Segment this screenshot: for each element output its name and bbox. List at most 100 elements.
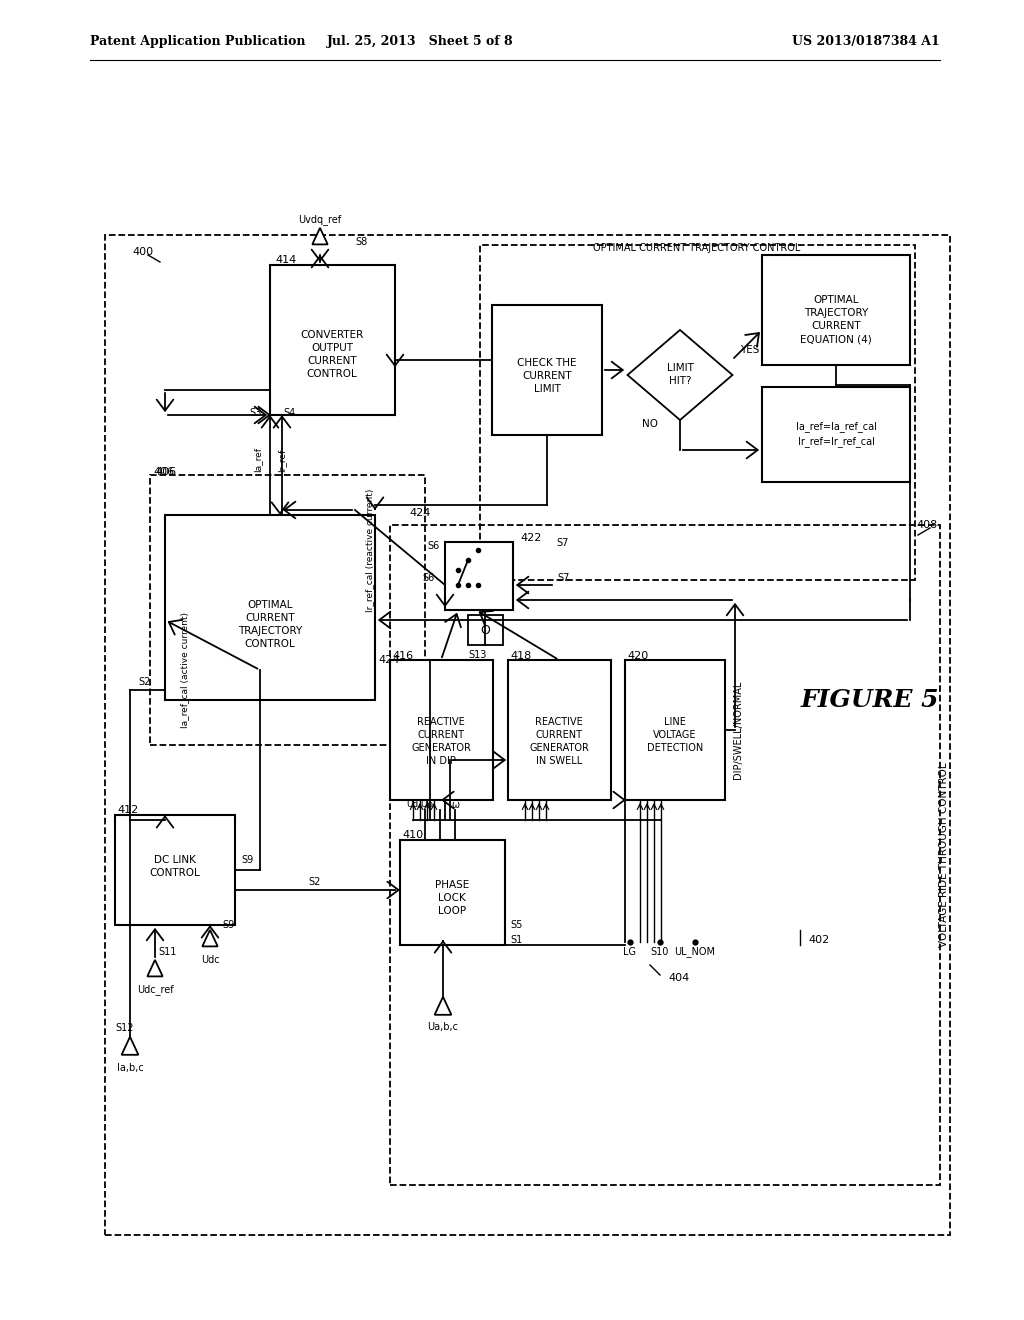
Bar [400, 840, 505, 945]
Text: Ia,b,c: Ia,b,c [117, 1063, 143, 1073]
Text: 406: 406 [155, 467, 176, 477]
Text: 418: 418 [510, 651, 531, 661]
Text: 408: 408 [916, 520, 938, 531]
Text: DIP/SWELL/NORMAL: DIP/SWELL/NORMAL [733, 681, 743, 779]
Text: PHASE: PHASE [435, 880, 469, 890]
Text: 424: 424 [410, 508, 431, 517]
Text: GENERATOR: GENERATOR [411, 743, 471, 752]
Text: VOLTAGE RIDE THROUGH CONTROL: VOLTAGE RIDE THROUGH CONTROL [939, 763, 949, 948]
Text: 410: 410 [402, 830, 423, 840]
Text: CONTROL: CONTROL [150, 869, 201, 878]
Text: S13: S13 [468, 649, 486, 660]
Text: S6: S6 [423, 573, 435, 583]
Text: S12: S12 [115, 1023, 133, 1034]
Text: TRAJECTORY: TRAJECTORY [238, 626, 302, 636]
Text: IN DIP: IN DIP [426, 756, 456, 766]
Text: S4: S4 [283, 408, 295, 418]
Text: LOOP: LOOP [438, 906, 466, 916]
Bar [625, 660, 725, 800]
Text: NO: NO [642, 418, 658, 429]
Bar [270, 265, 395, 414]
Text: FIGURE 5: FIGURE 5 [801, 688, 939, 711]
Text: Ia_ref_cal (active current): Ia_ref_cal (active current) [180, 612, 189, 729]
Bar [468, 615, 503, 645]
Text: DETECTION: DETECTION [647, 743, 703, 752]
Text: Jul. 25, 2013   Sheet 5 of 8: Jul. 25, 2013 Sheet 5 of 8 [327, 36, 513, 49]
Bar [105, 235, 950, 1236]
Text: LIMIT: LIMIT [667, 363, 693, 374]
Text: EQUATION (4): EQUATION (4) [800, 334, 871, 345]
Text: Patent Application Publication: Patent Application Publication [90, 36, 305, 49]
Text: OPTIMAL: OPTIMAL [247, 601, 293, 610]
Text: Udc_ref: Udc_ref [136, 985, 173, 995]
Text: GENERATOR: GENERATOR [529, 743, 589, 752]
Text: IN SWELL: IN SWELL [536, 756, 582, 766]
Text: Ua,b,c: Ua,b,c [427, 1022, 459, 1032]
Text: S2: S2 [139, 677, 152, 686]
Text: CONVERTER: CONVERTER [300, 330, 364, 341]
Text: 414: 414 [275, 255, 296, 265]
Text: UL_NOM: UL_NOM [675, 946, 716, 957]
Text: 400: 400 [132, 247, 154, 257]
Text: S11: S11 [158, 946, 176, 957]
Text: S7: S7 [556, 539, 568, 548]
Bar [480, 246, 915, 579]
Bar [762, 387, 910, 482]
Text: US 2013/0187384 A1: US 2013/0187384 A1 [793, 36, 940, 49]
Bar [165, 515, 375, 700]
Text: LOCK: LOCK [438, 894, 466, 903]
Text: Ud,Uo: Ud,Uo [407, 800, 433, 809]
Text: S2: S2 [309, 876, 322, 887]
Text: 404: 404 [668, 973, 689, 983]
Text: S9: S9 [222, 920, 234, 931]
Text: REACTIVE: REACTIVE [417, 717, 465, 727]
Text: Ir_ref: Ir_ref [278, 449, 287, 471]
Text: LG: LG [624, 946, 637, 957]
Text: ω: ω [451, 800, 459, 810]
Text: 402: 402 [808, 935, 829, 945]
Text: Ia_ref=Ia_ref_cal: Ia_ref=Ia_ref_cal [796, 421, 877, 433]
Bar [390, 660, 493, 800]
Text: LIMIT: LIMIT [534, 384, 560, 393]
Polygon shape [628, 330, 732, 420]
Text: CURRENT: CURRENT [307, 356, 356, 366]
Bar [492, 305, 602, 436]
Text: S7: S7 [557, 573, 569, 583]
Text: 412: 412 [117, 805, 138, 814]
Text: YES: YES [740, 345, 760, 355]
Bar [390, 525, 940, 1185]
Text: LINE: LINE [664, 717, 686, 727]
Text: O: O [480, 623, 489, 636]
Polygon shape [147, 960, 163, 977]
Polygon shape [122, 1036, 138, 1055]
Text: VOLTAGE: VOLTAGE [653, 730, 696, 741]
Text: Ia_ref: Ia_ref [254, 447, 262, 473]
Bar [445, 543, 513, 610]
Text: OUTPUT: OUTPUT [311, 343, 353, 352]
Text: 424: 424 [378, 655, 399, 665]
Text: Uvdq_ref: Uvdq_ref [298, 215, 342, 226]
Polygon shape [434, 997, 452, 1015]
Text: S9: S9 [242, 855, 254, 865]
Text: S6: S6 [428, 541, 440, 550]
Text: HIT?: HIT? [669, 376, 691, 385]
Text: S8: S8 [355, 238, 368, 247]
Text: Ir_ref_cal (reactive current): Ir_ref_cal (reactive current) [366, 488, 375, 611]
Polygon shape [203, 929, 218, 946]
Text: TRAJECTORY: TRAJECTORY [804, 308, 868, 318]
Text: 420: 420 [627, 651, 648, 661]
Text: CURRENT: CURRENT [245, 612, 295, 623]
Text: CONTROL: CONTROL [245, 639, 295, 649]
Text: S10: S10 [651, 946, 670, 957]
Text: OPTIMAL CURRENT TRAJECTORY CONTROL: OPTIMAL CURRENT TRAJECTORY CONTROL [593, 243, 801, 253]
Text: Ir_ref=Ir_ref_cal: Ir_ref=Ir_ref_cal [798, 437, 874, 447]
Text: OPTIMAL: OPTIMAL [813, 294, 859, 305]
Text: S5: S5 [510, 920, 522, 931]
Bar [150, 475, 425, 744]
Text: Udc: Udc [201, 954, 219, 965]
Text: REACTIVE: REACTIVE [536, 717, 583, 727]
Text: CURRENT: CURRENT [522, 371, 571, 381]
Text: CURRENT: CURRENT [536, 730, 583, 741]
Text: S1: S1 [510, 935, 522, 945]
Bar [508, 660, 611, 800]
